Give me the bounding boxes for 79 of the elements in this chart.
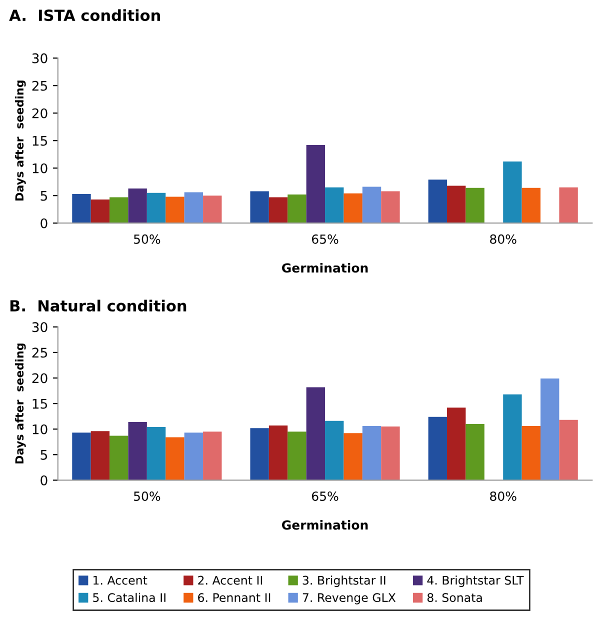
bar: [166, 437, 184, 480]
y-tick-label: 15: [32, 398, 48, 409]
bar: [288, 194, 306, 224]
bar: [203, 432, 222, 480]
bar: [110, 436, 128, 480]
bar: [306, 387, 326, 480]
x-tick-label: 65%: [312, 492, 338, 501]
x-tick-label: 50%: [134, 492, 160, 501]
y-tick-label: 15: [32, 136, 48, 146]
bar: [381, 426, 400, 480]
bar: [381, 191, 400, 224]
bar: [146, 192, 166, 224]
y-tick-label: 5: [40, 190, 48, 201]
bar: [128, 422, 147, 480]
y-tick-label: 20: [32, 373, 48, 384]
x-tick-label: 80%: [490, 492, 516, 501]
bar: [90, 199, 110, 224]
legend-label: 8. Sonata: [427, 593, 482, 602]
y-tick-label: 10: [32, 163, 48, 174]
legend-label: 6. Pennant II: [198, 593, 270, 602]
y-axis-title: Days after seeding: [14, 344, 26, 464]
bar: [288, 432, 306, 480]
bar: [128, 188, 147, 224]
bar: [166, 196, 184, 224]
bar: [203, 196, 222, 224]
bar: [428, 180, 448, 224]
x-tick-label: 65%: [312, 234, 338, 244]
bar: [325, 420, 344, 480]
bar: [559, 420, 578, 480]
bar: [559, 187, 578, 224]
bar: [110, 197, 128, 224]
chart-title: A. ISTA condition: [9, 9, 160, 22]
chart-title: B. Natural condition: [10, 300, 186, 312]
bar: [250, 191, 269, 224]
x-tick-label: 80%: [490, 234, 516, 244]
bar: [344, 193, 362, 224]
legend-label: 1. Accent: [94, 576, 148, 585]
bar: [466, 424, 484, 480]
bar: [250, 428, 269, 480]
bar: [362, 186, 382, 224]
bar: [72, 194, 91, 224]
y-tick-label: 25: [32, 348, 48, 358]
y-tick-label: 0: [40, 475, 48, 486]
legend-label: 5. Catalina II: [93, 592, 166, 602]
legend-label: 3. Brightstar II: [302, 576, 386, 588]
bar: [72, 432, 91, 480]
legend-label: 7. Revenge GLX: [302, 593, 396, 604]
x-axis-title: Germination: [282, 262, 368, 273]
y-tick-label: 30: [32, 322, 48, 332]
y-tick-label: 30: [32, 53, 48, 64]
bar: [428, 416, 448, 480]
x-tick-label: 50%: [134, 234, 160, 244]
bar: [344, 433, 362, 480]
bar: [306, 144, 326, 224]
bar: [146, 427, 166, 480]
y-tick-label: 25: [32, 80, 48, 91]
bar: [522, 188, 540, 224]
bar: [184, 192, 204, 224]
bar: [503, 394, 522, 480]
bar: [362, 426, 382, 480]
y-tick-label: 20: [32, 108, 48, 118]
bar: [447, 408, 466, 480]
x-axis-title: Germination: [282, 520, 368, 530]
y-tick-label: 5: [40, 450, 48, 460]
bar: [90, 431, 110, 480]
bar: [503, 161, 522, 224]
bar: [522, 426, 540, 480]
y-tick-label: 10: [32, 424, 48, 434]
bar: [325, 187, 344, 224]
y-tick-label: 0: [40, 218, 48, 228]
bar: [466, 188, 484, 224]
bar: [268, 197, 288, 224]
y-axis-title: Days after seeding: [14, 80, 26, 200]
legend-label: 2. Accent II: [198, 576, 262, 585]
bar: [268, 426, 288, 480]
bar: [447, 186, 466, 224]
bar: [540, 378, 560, 480]
bar: [184, 432, 204, 480]
legend-label: 4. Brightstar SLT: [427, 576, 524, 588]
